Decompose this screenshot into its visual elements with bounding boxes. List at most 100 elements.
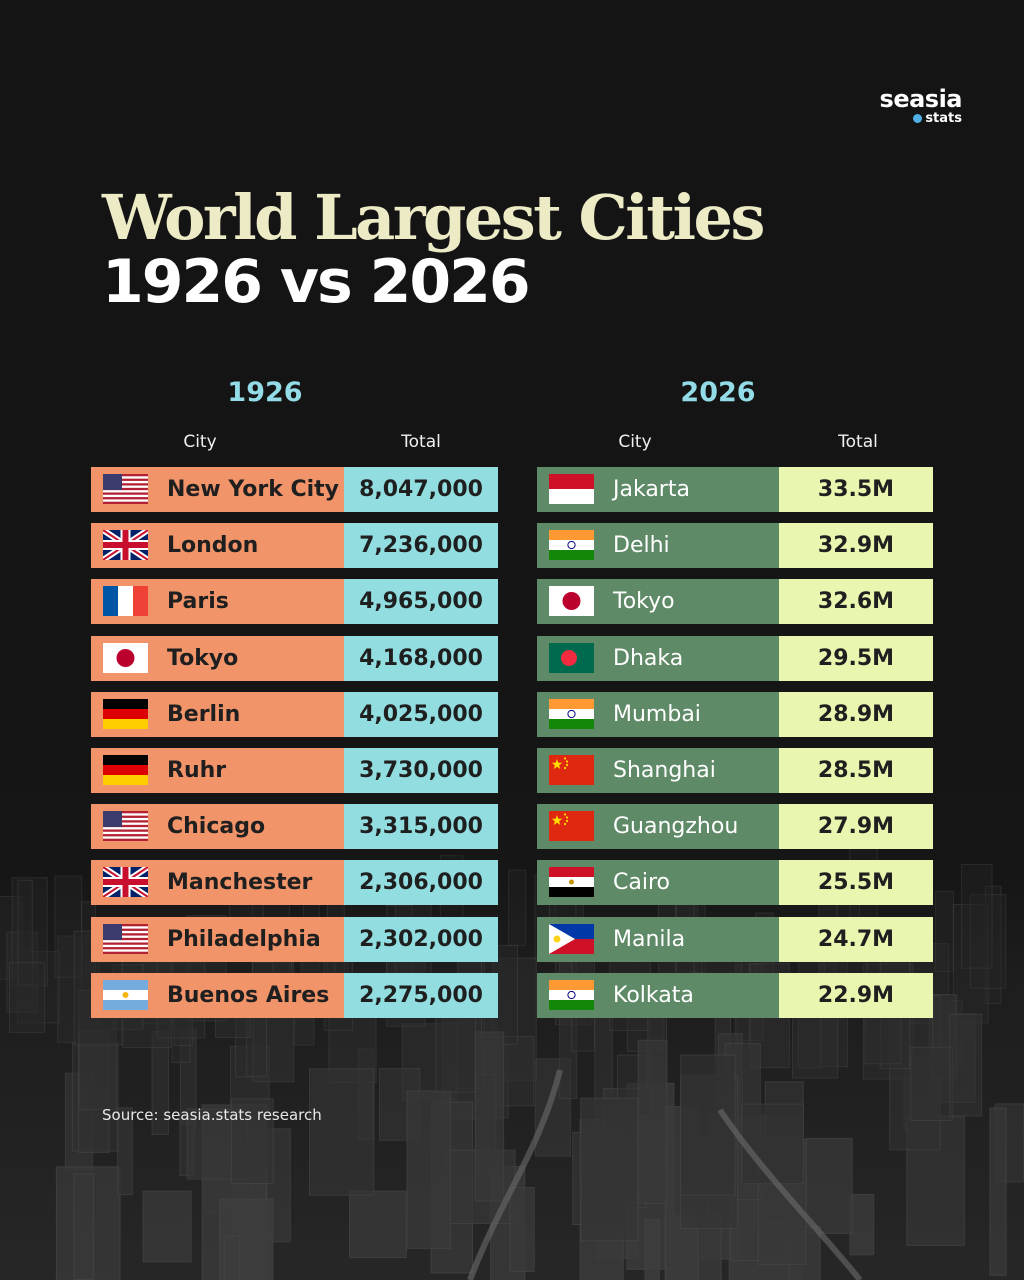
total-value: 7,236,000 — [359, 533, 483, 559]
brand-sub: stats — [866, 112, 962, 126]
total-cell: 32.9M — [779, 523, 933, 569]
india-flag-icon — [549, 698, 594, 729]
total-cell: 4,965,000 — [344, 579, 498, 625]
city-name: Cairo — [613, 870, 670, 896]
city-cell: Manchester — [91, 860, 344, 906]
city-cell: Shanghai — [537, 748, 779, 793]
city-cell: Berlin — [91, 691, 344, 737]
city-name: Dhaka — [613, 645, 684, 671]
city-name: Delhi — [613, 533, 670, 559]
total-cell: 28.5M — [779, 748, 933, 793]
total-cell: 28.9M — [779, 691, 933, 737]
philippines-flag-icon — [549, 923, 594, 954]
total-value: 24.7M — [817, 926, 895, 952]
total-cell: 8,047,000 — [344, 467, 498, 512]
city-name: Tokyo — [167, 645, 239, 671]
egypt-flag-icon — [549, 867, 594, 898]
city-cell: Paris — [91, 579, 344, 625]
city-name: London — [167, 533, 259, 559]
total-value: 32.9M — [817, 533, 895, 559]
city-cell: Delhi — [537, 523, 779, 569]
city-cell: New York City — [91, 467, 344, 512]
total-cell: 2,275,000 — [344, 972, 498, 1018]
us-flag-icon — [103, 923, 148, 954]
city-name: Chicago — [167, 814, 266, 840]
source-note: Source: seasia.stats research — [102, 1106, 322, 1124]
argentina-flag-icon — [103, 979, 148, 1010]
right-total-header: Total — [838, 432, 878, 452]
us-flag-icon — [103, 811, 148, 842]
city-cell: Manila — [537, 916, 779, 962]
city-cell: Ruhr — [91, 748, 344, 793]
city-cell: Buenos Aires — [91, 972, 344, 1018]
total-value: 27.9M — [817, 814, 895, 840]
total-value: 32.6M — [817, 589, 895, 615]
city-cell: Guangzhou — [537, 804, 779, 850]
total-cell: 3,315,000 — [344, 804, 498, 850]
city-cell: London — [91, 523, 344, 569]
total-value: 2,302,000 — [359, 926, 483, 952]
right-city-header: City — [618, 432, 652, 452]
total-value: 8,047,000 — [359, 477, 483, 502]
left-total-header: Total — [401, 432, 441, 452]
brand-logo: seasia stats — [866, 85, 963, 126]
germany-flag-icon — [103, 698, 148, 729]
city-name: Guangzhou — [613, 814, 739, 840]
title-line-2: 1926 vs 2026 — [102, 247, 531, 317]
left-year-heading: 1926 — [227, 377, 303, 408]
city-name: New York City — [167, 477, 340, 502]
city-name: Tokyo — [613, 589, 675, 615]
total-cell: 2,302,000 — [344, 916, 498, 962]
city-name: Mumbai — [613, 701, 701, 727]
city-cell: Tokyo — [537, 579, 779, 625]
city-name: Buenos Aires — [167, 982, 330, 1008]
uk-flag-icon — [103, 867, 148, 898]
total-value: 4,168,000 — [359, 645, 483, 671]
total-cell: 25.5M — [779, 860, 933, 906]
city-cell: Kolkata — [537, 972, 779, 1018]
germany-flag-icon — [103, 755, 148, 785]
total-cell: 32.6M — [779, 579, 933, 625]
city-name: Manila — [613, 926, 686, 952]
total-value: 29.5M — [817, 645, 895, 671]
right-year-heading: 2026 — [680, 377, 756, 408]
city-name: Philadelphia — [167, 926, 321, 952]
total-cell: 4,025,000 — [344, 691, 498, 737]
city-name: Ruhr — [167, 758, 227, 783]
city-name: Berlin — [167, 701, 241, 727]
city-cell: Dhaka — [537, 635, 779, 681]
total-value: 2,275,000 — [359, 982, 483, 1008]
india-flag-icon — [549, 530, 594, 561]
total-cell: 29.5M — [779, 635, 933, 681]
city-name: Jakarta — [613, 477, 690, 502]
brand-sub-text: stats — [925, 111, 962, 126]
city-cell: Cairo — [537, 860, 779, 906]
city-name: Paris — [167, 589, 229, 615]
us-flag-icon — [103, 474, 148, 504]
city-cell: Mumbai — [537, 691, 779, 737]
city-cell: Tokyo — [91, 635, 344, 681]
brand-name: seasia — [879, 85, 963, 113]
brand-dot-icon — [913, 114, 923, 123]
city-name: Kolkata — [613, 982, 694, 1008]
japan-flag-icon — [549, 586, 594, 617]
total-cell: 7,236,000 — [344, 523, 498, 569]
city-name: Shanghai — [613, 758, 716, 783]
china-flag-icon — [549, 811, 594, 842]
city-cell: Philadelphia — [91, 916, 344, 962]
bangladesh-flag-icon — [549, 642, 594, 673]
total-cell: 24.7M — [779, 916, 933, 962]
total-value: 4,965,000 — [359, 589, 483, 615]
total-cell: 3,730,000 — [344, 748, 498, 793]
total-cell: 4,168,000 — [344, 635, 498, 681]
indonesia-flag-icon — [549, 474, 594, 504]
total-cell: 2,306,000 — [344, 860, 498, 906]
total-cell: 22.9M — [779, 972, 933, 1018]
total-value: 25.5M — [817, 870, 895, 896]
japan-flag-icon — [103, 642, 148, 673]
total-value: 28.5M — [817, 758, 895, 783]
france-flag-icon — [103, 586, 148, 617]
china-flag-icon — [549, 755, 594, 785]
title-line-1: World Largest Cities — [102, 181, 765, 254]
uk-flag-icon — [103, 530, 148, 561]
